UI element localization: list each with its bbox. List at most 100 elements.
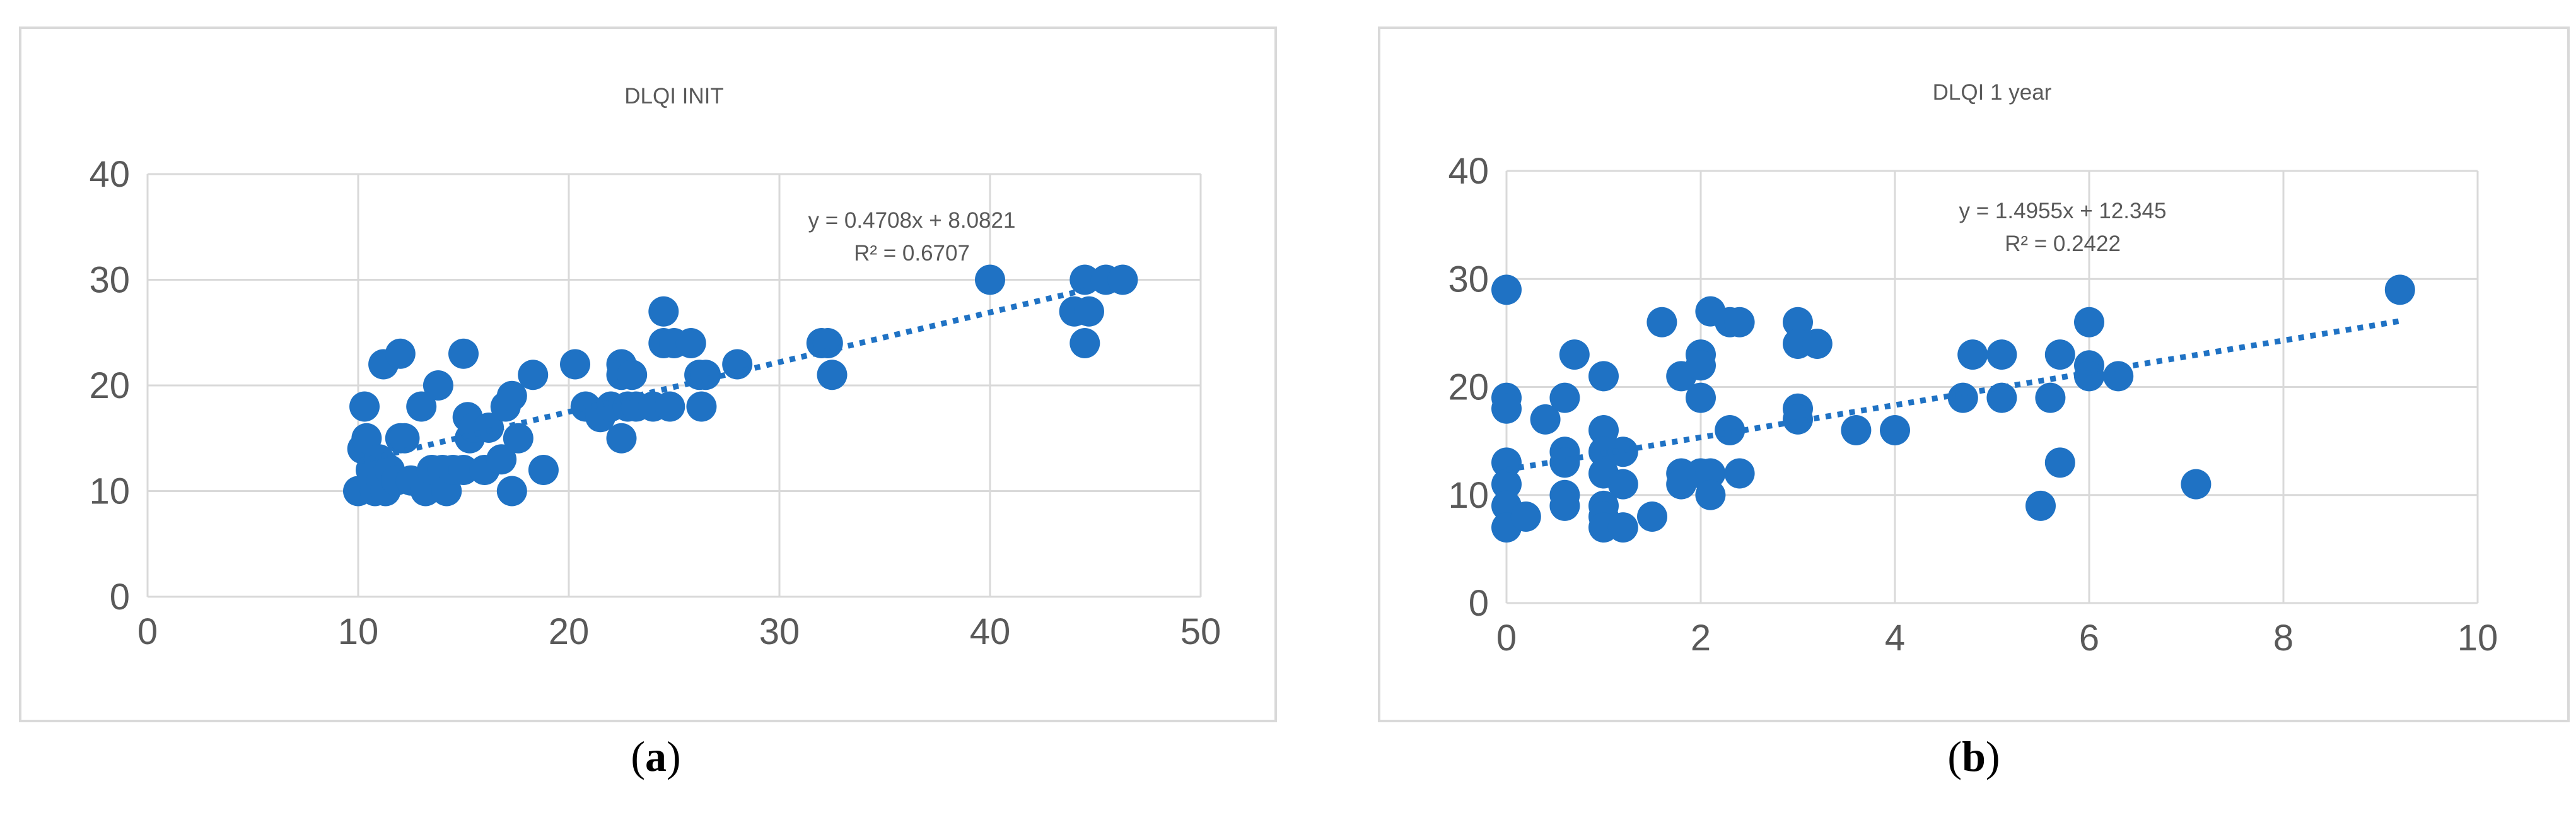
data-point: [1607, 469, 1638, 500]
data-point: [1559, 339, 1590, 370]
data-point: [2103, 361, 2134, 392]
x-tick-label: 4: [1885, 618, 1905, 659]
data-point: [2044, 339, 2075, 370]
x-tick-label: 10: [338, 611, 379, 652]
data-point: [1646, 307, 1677, 337]
caption-letter-a: a: [645, 732, 667, 780]
data-point: [1986, 339, 2017, 370]
data-point: [1607, 437, 1638, 467]
data-point: [1491, 393, 1522, 424]
data-point: [691, 360, 721, 390]
data-point: [1530, 404, 1561, 435]
data-point: [1637, 501, 1667, 532]
data-point: [1069, 264, 1100, 295]
data-point: [617, 360, 648, 390]
chart-title: DLQI 1 year: [1933, 80, 2052, 105]
data-point: [1607, 512, 1638, 543]
trendline-equation: y = 1.4955x + 12.345: [1959, 199, 2167, 223]
data-point: [2384, 274, 2415, 305]
data-point: [1588, 415, 1619, 445]
r-squared-label: R² = 0.2422: [2005, 232, 2121, 256]
data-point: [423, 370, 453, 401]
x-tick-label: 40: [970, 611, 1011, 652]
trendline: [1506, 318, 2401, 473]
x-tick-label: 0: [137, 611, 158, 652]
data-point: [496, 476, 527, 507]
x-tick-label: 20: [549, 611, 590, 652]
data-point: [518, 360, 549, 390]
data-point: [606, 423, 637, 454]
y-tick-label: 0: [110, 577, 130, 618]
data-point: [2181, 469, 2212, 500]
chart-title: DLQI INIT: [624, 84, 724, 108]
data-point: [1549, 382, 1580, 413]
y-tick-label: 10: [89, 471, 130, 512]
x-tick-label: 0: [1496, 618, 1517, 659]
x-tick-label: 30: [759, 611, 800, 652]
data-point: [503, 423, 533, 454]
data-point: [349, 391, 380, 422]
data-point: [1715, 415, 1746, 445]
scatter-chart-a: DLQI INIT 0 10 20 30 40 50 0 10 20 30 40 y = 0.4708x…: [89, 84, 1221, 652]
data-point: [1107, 264, 1138, 295]
data-point: [406, 391, 437, 422]
data-point: [528, 455, 559, 485]
x-tick-label: 2: [1691, 618, 1711, 659]
x-tick-label: 6: [2079, 618, 2099, 659]
data-point: [1686, 382, 1716, 413]
data-point: [1588, 361, 1619, 392]
data-point: [1724, 458, 1755, 489]
data-point: [686, 391, 717, 422]
data-point: [496, 380, 527, 411]
y-tick-label: 30: [1448, 259, 1489, 300]
data-point: [2044, 447, 2075, 478]
scatter-chart-b: DLQI 1 year 0 2 4 6 8 10 0 10 20 30 40 y = 1.4955x +…: [1448, 80, 2498, 659]
data-point: [1695, 479, 1726, 510]
y-tick-label: 30: [89, 260, 130, 301]
chart-panel-a: DLQI INIT 0 10 20 30 40 50 0 10 20 30 40 y = 0.4708x…: [19, 26, 1277, 722]
data-point: [675, 328, 706, 358]
data-point: [1947, 382, 1978, 413]
caption-a: (a): [631, 732, 681, 780]
data-point: [2035, 382, 2066, 413]
data-point: [1957, 339, 1988, 370]
data-point: [486, 444, 517, 475]
data-point: [812, 328, 843, 358]
caption-b: (b): [1947, 732, 2000, 780]
data-point: [2074, 307, 2104, 337]
trendline-equation: y = 0.4708x + 8.0821: [808, 208, 1016, 233]
data-point: [474, 413, 504, 443]
y-tick-label: 40: [89, 154, 130, 195]
data-point: [655, 391, 685, 422]
data-point: [1510, 501, 1541, 532]
data-point: [817, 360, 848, 390]
data-point: [1549, 447, 1580, 478]
data-point: [1491, 274, 1522, 305]
data-point: [1783, 404, 1813, 435]
x-tick-label: 8: [2273, 618, 2293, 659]
data-point: [448, 338, 479, 369]
y-tick-label: 20: [89, 365, 130, 406]
data-point: [385, 338, 416, 369]
data-point: [1724, 307, 1755, 337]
data-point: [1491, 469, 1522, 500]
data-point: [2025, 490, 2056, 521]
trendline: [357, 287, 1086, 465]
x-tick-label: 50: [1180, 611, 1221, 652]
r-squared-label: R² = 0.6707: [854, 241, 970, 266]
data-point: [1073, 296, 1104, 327]
caption-letter-b: b: [1962, 732, 1986, 780]
data-point: [389, 423, 420, 454]
data-point: [560, 349, 591, 380]
y-tick-label: 40: [1448, 151, 1489, 192]
data-point: [1841, 415, 1872, 445]
data-point: [448, 455, 479, 485]
data-point: [1880, 415, 1910, 445]
data-point: [648, 296, 679, 327]
data-point: [1549, 490, 1580, 521]
data-point: [1069, 328, 1100, 358]
data-point: [1783, 307, 1813, 337]
y-tick-label: 0: [1469, 583, 1489, 624]
data-point: [1491, 447, 1522, 478]
y-tick-label: 10: [1448, 475, 1489, 516]
